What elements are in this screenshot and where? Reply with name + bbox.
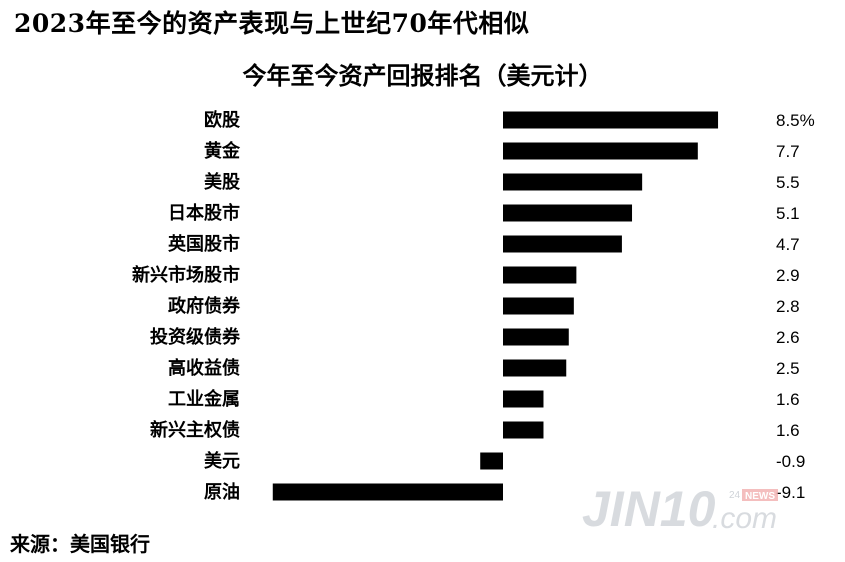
bar (503, 173, 643, 191)
value-label: 4.7 (776, 235, 800, 254)
value-label: -9.1 (776, 483, 805, 502)
value-label: 2.9 (776, 266, 800, 285)
category-label: 日本股市 (168, 202, 240, 224)
bar (503, 421, 544, 439)
category-label: 投资级债券 (150, 326, 241, 348)
logo-badge (742, 489, 778, 501)
value-label: 2.6 (776, 328, 800, 347)
value-label: -0.9 (776, 452, 805, 471)
bar (503, 266, 577, 284)
jin10-logo: JIN10 .com 24 NEWS (582, 481, 778, 537)
value-label: 5.5 (776, 173, 800, 192)
bar (503, 204, 633, 222)
value-label: 7.7 (776, 142, 800, 161)
bar (480, 452, 503, 470)
value-label: 2.5 (776, 359, 800, 378)
bar (503, 142, 698, 160)
bar (503, 297, 574, 315)
value-label: 1.6 (776, 421, 800, 440)
logo-badge-number: 24 (729, 490, 741, 501)
bar (503, 328, 569, 346)
value-label: 2.8 (776, 297, 800, 316)
category-label: 新兴主权债 (150, 419, 240, 441)
bar (503, 390, 544, 408)
category-label: 英国股市 (167, 233, 240, 255)
source-note: 来源：美国银行 (10, 532, 150, 556)
value-label: 5.1 (776, 204, 800, 223)
category-label: 政府债券 (168, 295, 241, 317)
value-label: 8.5% (776, 111, 815, 130)
logo-suffix-text: .com (712, 502, 777, 535)
category-label: 新兴市场股市 (132, 264, 240, 286)
category-label: 高收益债 (168, 357, 240, 379)
bar (272, 483, 503, 501)
category-label: 美股 (204, 171, 241, 193)
category-label: 欧股 (204, 109, 241, 131)
logo-main-text: JIN10 (582, 481, 716, 537)
category-label: 黄金 (204, 140, 241, 162)
logo-badge-text: NEWS (745, 491, 775, 502)
bar (503, 235, 622, 253)
bar (503, 111, 719, 129)
value-label: 1.6 (776, 390, 800, 409)
chart-subtitle: 今年至今资产回报排名（美元计） (242, 61, 603, 90)
category-label: 工业金属 (168, 388, 240, 410)
bar (503, 359, 567, 377)
chart-title: 2023年至今的资产表现与上世纪70年代相似 (14, 9, 530, 38)
category-label: 美元 (204, 450, 240, 472)
category-label: 原油 (204, 481, 240, 503)
